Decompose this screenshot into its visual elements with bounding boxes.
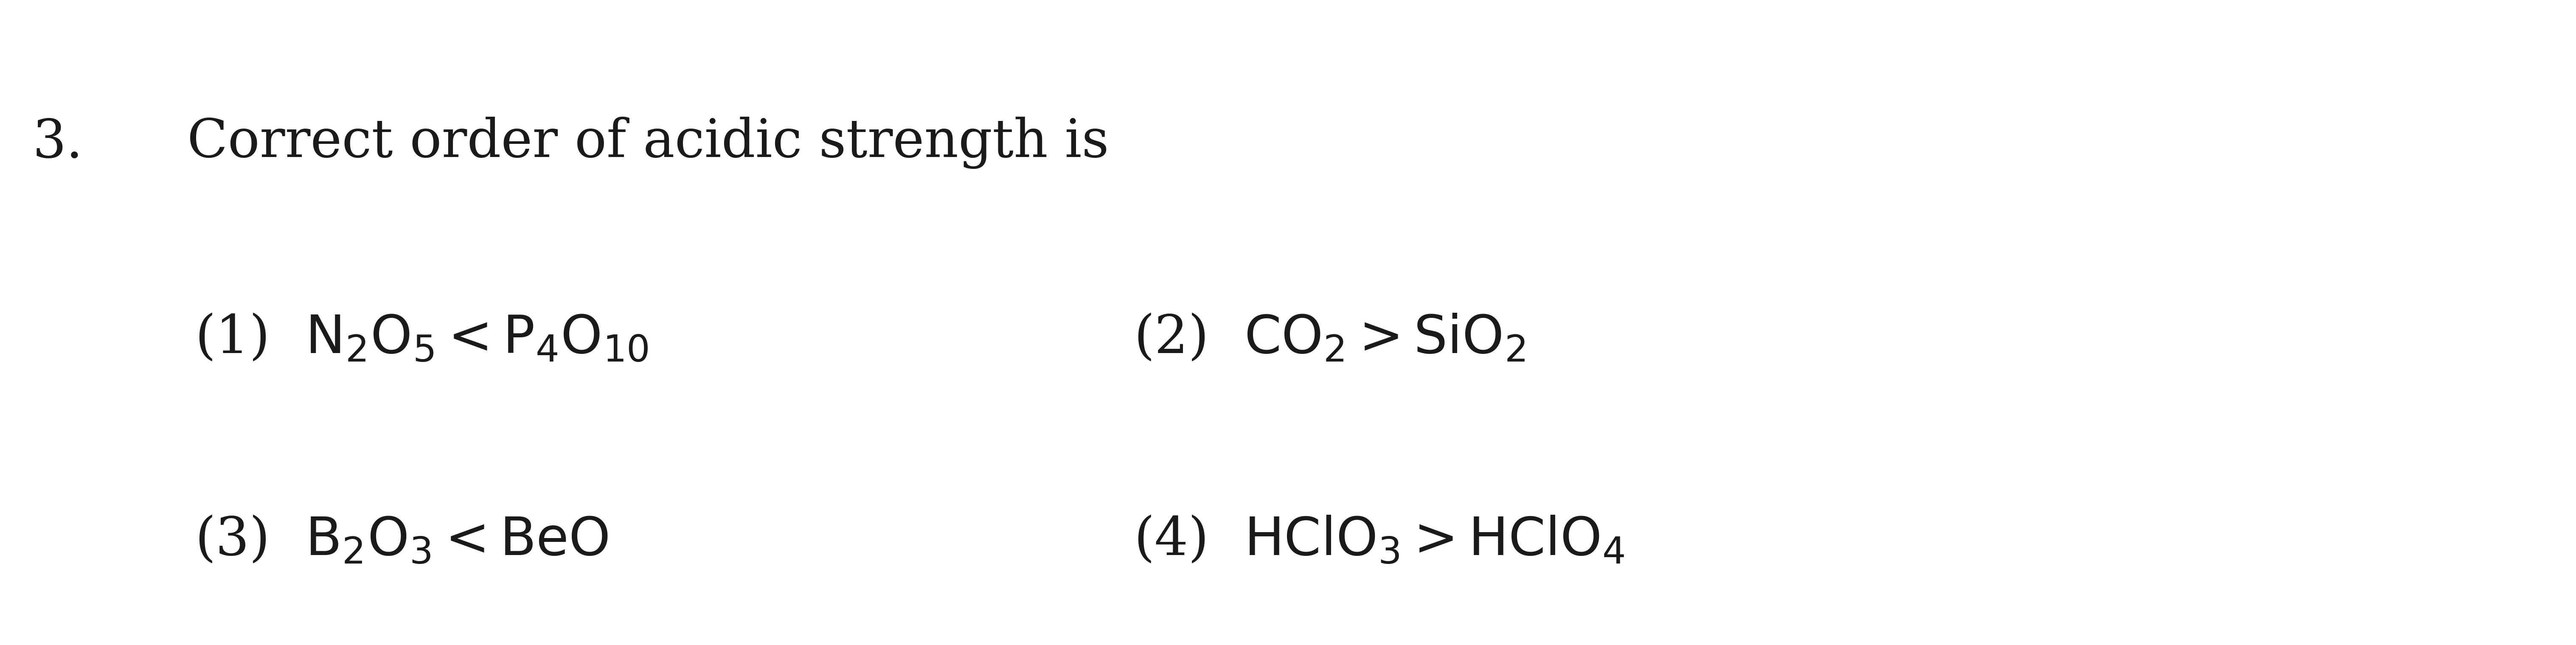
Text: $\mathrm{CO_2 > SiO_2}$: $\mathrm{CO_2 > SiO_2}$ [1244,313,1525,364]
Text: (1): (1) [196,313,270,364]
Text: $\mathrm{HClO_3 > HClO_4}$: $\mathrm{HClO_3 > HClO_4}$ [1244,515,1625,566]
Text: 3.: 3. [33,117,82,168]
Text: $\mathrm{N_2O_5 < P_4O_{10}}$: $\mathrm{N_2O_5 < P_4O_{10}}$ [307,313,649,364]
Text: (3): (3) [196,515,270,566]
Text: (2): (2) [1133,313,1208,364]
Text: (4): (4) [1133,515,1208,566]
Text: $\mathrm{B_2O_3 < BeO}$: $\mathrm{B_2O_3 < BeO}$ [307,515,608,566]
Text: Correct order of acidic strength is: Correct order of acidic strength is [188,117,1108,169]
